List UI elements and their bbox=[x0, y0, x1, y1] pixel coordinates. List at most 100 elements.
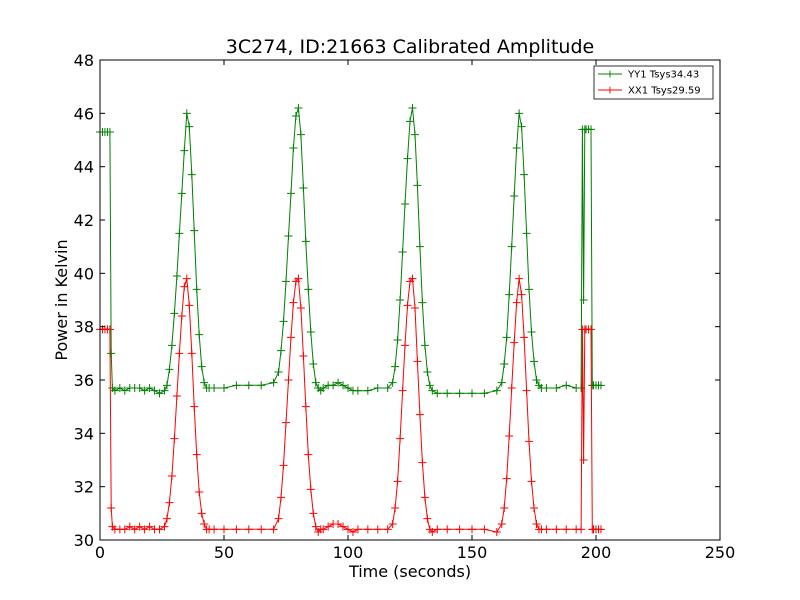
data-point bbox=[428, 528, 437, 536]
data-point bbox=[339, 522, 348, 531]
data-point bbox=[515, 274, 524, 283]
data-point bbox=[311, 522, 320, 531]
legend-label-xx1: XX1 Tsys29.59 bbox=[628, 86, 701, 97]
data-point bbox=[190, 226, 199, 235]
data-point bbox=[420, 493, 429, 502]
data-point bbox=[304, 450, 313, 459]
data-point bbox=[492, 386, 501, 395]
data-point bbox=[344, 525, 352, 534]
data-point bbox=[510, 192, 519, 200]
data-point bbox=[512, 144, 521, 152]
data-point bbox=[579, 296, 588, 304]
data-point bbox=[120, 525, 129, 534]
data-point bbox=[433, 389, 442, 398]
data-point bbox=[423, 514, 432, 523]
data-point bbox=[552, 384, 561, 392]
series-0 bbox=[96, 104, 605, 398]
data-point bbox=[480, 525, 489, 534]
data-point bbox=[562, 381, 571, 390]
data-point bbox=[301, 402, 310, 411]
data-point bbox=[353, 525, 362, 534]
data-point bbox=[145, 384, 154, 392]
chart-title: 3C274, ID:21663 Calibrated Amplitude bbox=[226, 36, 594, 58]
data-point bbox=[396, 296, 405, 304]
data-point bbox=[279, 317, 288, 326]
data-point bbox=[289, 144, 298, 152]
data-point bbox=[401, 341, 410, 350]
data-point bbox=[420, 341, 429, 350]
data-point bbox=[187, 170, 196, 179]
data-point bbox=[542, 384, 551, 392]
y-tick-label: 38 bbox=[74, 318, 94, 337]
series-1 bbox=[96, 274, 605, 536]
data-point bbox=[277, 346, 286, 355]
y-tick-label: 36 bbox=[74, 371, 94, 390]
data-point bbox=[530, 504, 538, 512]
data-point bbox=[522, 229, 531, 238]
data-point bbox=[425, 381, 434, 390]
data-point bbox=[418, 298, 427, 307]
data-point bbox=[105, 128, 114, 136]
data-point bbox=[505, 290, 514, 299]
data-point bbox=[306, 485, 315, 494]
data-point bbox=[542, 525, 551, 534]
data-point bbox=[170, 309, 179, 318]
data-point bbox=[373, 384, 382, 392]
data-point bbox=[160, 522, 169, 531]
data-point bbox=[175, 349, 184, 358]
data-point bbox=[167, 341, 176, 350]
data-point bbox=[180, 282, 189, 291]
data-point bbox=[596, 381, 605, 390]
y-axis-label: Power in Kelvin bbox=[52, 239, 71, 360]
y-tick-label: 44 bbox=[74, 158, 94, 177]
data-point bbox=[329, 381, 338, 390]
y-tick-label: 48 bbox=[74, 51, 94, 70]
y-tick-label: 42 bbox=[74, 211, 94, 230]
data-point bbox=[383, 525, 392, 534]
data-point bbox=[274, 368, 283, 376]
data-point bbox=[552, 525, 561, 534]
data-point bbox=[155, 525, 164, 534]
data-point bbox=[279, 461, 288, 470]
data-point bbox=[520, 170, 529, 179]
data-point bbox=[304, 285, 313, 294]
data-point bbox=[403, 154, 412, 163]
data-point bbox=[294, 274, 303, 283]
data-point bbox=[311, 378, 320, 387]
data-point bbox=[232, 525, 241, 534]
data-point bbox=[428, 386, 437, 395]
data-point bbox=[443, 525, 452, 534]
data-point bbox=[418, 458, 427, 467]
data-point bbox=[373, 525, 382, 534]
data-point bbox=[200, 520, 209, 528]
data-point bbox=[512, 298, 521, 307]
data-point bbox=[391, 504, 400, 512]
data-point bbox=[587, 325, 596, 334]
data-point bbox=[291, 112, 300, 120]
data-point bbox=[220, 384, 228, 392]
data-point bbox=[182, 109, 191, 118]
data-point bbox=[410, 130, 419, 139]
data-point bbox=[497, 520, 506, 528]
data-point bbox=[522, 386, 531, 395]
data-point bbox=[525, 285, 534, 294]
data-point bbox=[232, 381, 241, 390]
data-point bbox=[306, 328, 315, 336]
data-point bbox=[294, 104, 303, 112]
data-point bbox=[579, 456, 588, 464]
data-point bbox=[433, 525, 442, 534]
data-point bbox=[200, 378, 209, 387]
data-point bbox=[393, 336, 402, 344]
data-point bbox=[587, 125, 596, 134]
x-tick-label: 0 bbox=[95, 543, 105, 562]
data-point bbox=[455, 389, 464, 398]
data-point bbox=[520, 333, 529, 342]
data-point bbox=[398, 386, 407, 395]
data-point bbox=[210, 525, 219, 534]
series-layer bbox=[96, 104, 605, 536]
data-point bbox=[286, 189, 295, 198]
data-point bbox=[299, 184, 308, 192]
data-point bbox=[195, 330, 204, 339]
data-point bbox=[500, 360, 509, 368]
